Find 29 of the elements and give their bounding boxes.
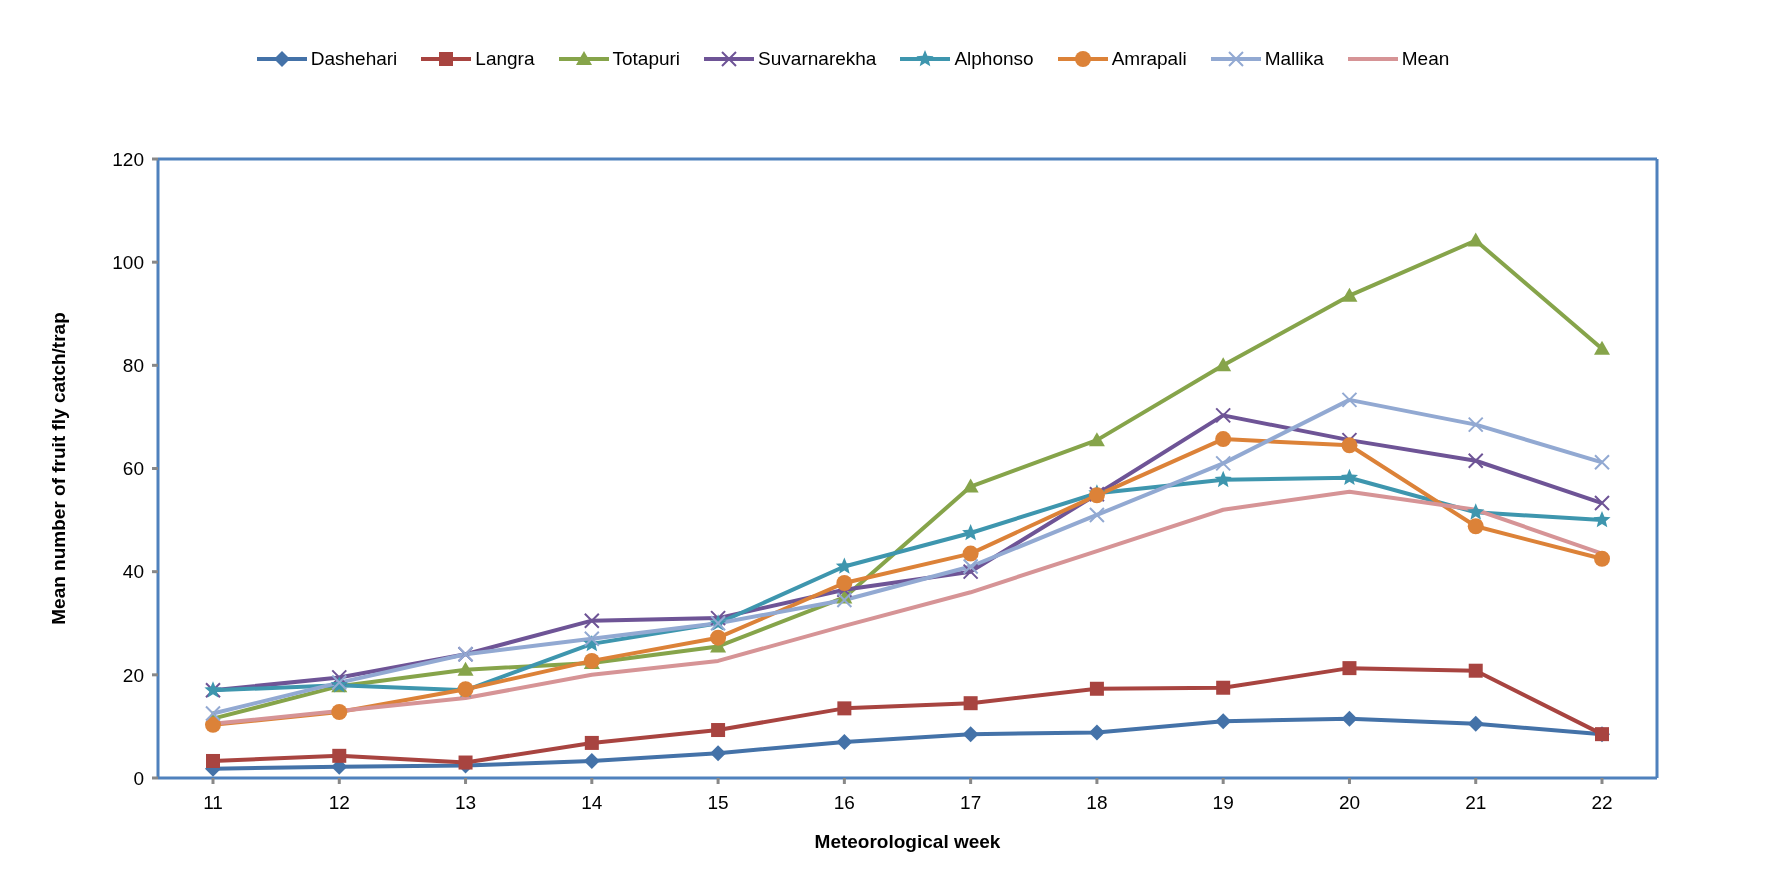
y-tick-label: 60 — [122, 458, 144, 480]
y-tick-label: 80 — [122, 355, 144, 377]
x-tick-label: 19 — [1212, 792, 1234, 814]
legend-label: Langra — [474, 48, 535, 70]
legend-label: Suvarnarekha — [757, 48, 877, 70]
y-tick-label: 120 — [112, 148, 144, 170]
y-tick-label: 100 — [112, 251, 144, 273]
x-axis-title: Meteorological week — [814, 831, 1001, 852]
legend-label: Dashehari — [309, 48, 398, 70]
legend-label: Alphonso — [953, 48, 1034, 70]
x-tick-label: 11 — [203, 792, 223, 814]
x-tick-label: 16 — [833, 792, 855, 814]
y-tick-label: 0 — [133, 767, 144, 789]
y-axis-title: Mean number of fruit fly catch/trap — [47, 312, 69, 625]
x-tick-label: 13 — [454, 792, 477, 814]
legend-label: Mallika — [1263, 48, 1324, 70]
legend-label: Amrapali — [1110, 48, 1187, 70]
x-tick-label: 12 — [328, 792, 350, 814]
x-tick-label: 20 — [1338, 792, 1361, 814]
legend-label: Totapuri — [611, 48, 681, 70]
x-tick-label: 15 — [707, 792, 729, 814]
x-tick-label: 21 — [1465, 792, 1487, 814]
x-tick-label: 14 — [581, 792, 603, 814]
x-tick-label: 18 — [1086, 792, 1108, 814]
x-tick-label: 17 — [960, 792, 982, 814]
legend-label: Mean — [1400, 48, 1450, 70]
y-tick-label: 40 — [122, 561, 144, 583]
x-tick-label: 22 — [1591, 792, 1613, 814]
y-tick-label: 20 — [122, 664, 144, 686]
